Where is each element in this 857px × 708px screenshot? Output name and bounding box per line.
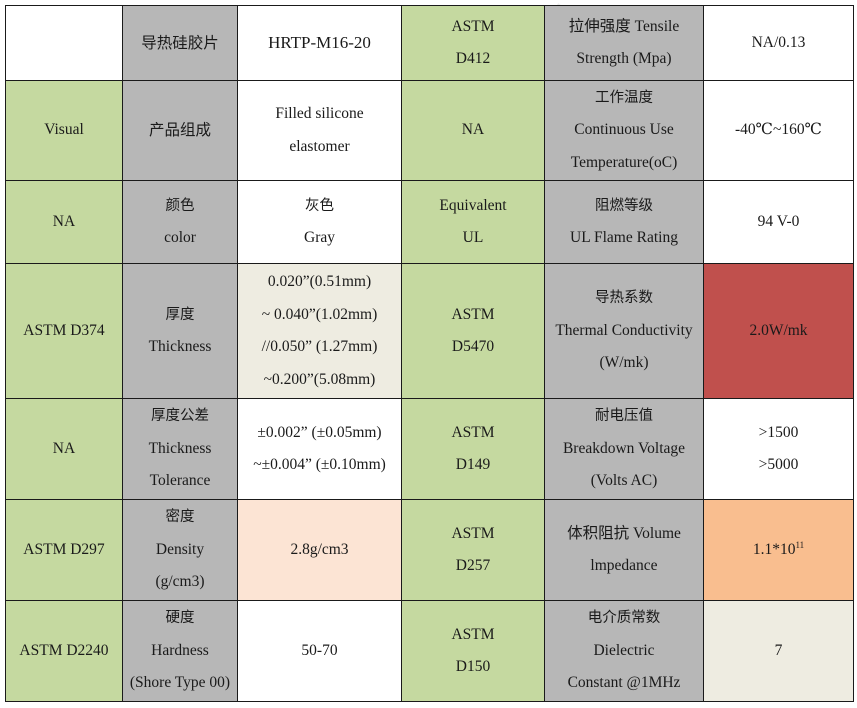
- cell-property: 颜色 color: [122, 180, 238, 264]
- cell-test-method: ASTM D257: [401, 499, 545, 601]
- cell-method: ASTM D2240: [5, 600, 123, 702]
- table-row: ASTM D374 厚度 Thickness 0.020”(0.51mm) ~ 0.…: [5, 263, 854, 399]
- cell-method: ASTM D297: [5, 499, 123, 601]
- cell-value: 7: [703, 600, 854, 702]
- cell-property: 硬度 Hardness (Shore Type 00): [122, 600, 238, 702]
- exponent: 11: [795, 539, 805, 550]
- cell-method: [5, 5, 123, 81]
- cell-property: 产品组成: [122, 80, 238, 181]
- cell-test-method: ASTM D412: [401, 5, 545, 81]
- cell-method: NA: [5, 398, 123, 500]
- cell-value: 1.1*1011: [703, 499, 854, 601]
- table-row: NA 厚度公差 Thickness Tolerance ±0.002” (±0.05…: [5, 398, 854, 500]
- cell-method: ASTM D374: [5, 263, 123, 399]
- cell-value: HRTP-M16-20: [237, 5, 402, 81]
- cell-property: 工作温度 Continuous Use Temperature(oC): [544, 80, 704, 181]
- cell-property: 厚度公差 Thickness Tolerance: [122, 398, 238, 500]
- cell-test-method: ASTM D5470: [401, 263, 545, 399]
- table-row: Visual 产品组成 Filled silicone elastomer NA …: [5, 80, 854, 181]
- cell-test-method: Equivalent UL: [401, 180, 545, 264]
- cell-property: 导热硅胶片: [122, 5, 238, 81]
- cell-value: 50-70: [237, 600, 402, 702]
- cell-test-method: NA: [401, 80, 545, 181]
- cell-property: 耐电压值 Breakdown Voltage (Volts AC): [544, 398, 704, 500]
- cell-property: 阻燃等级 UL Flame Rating: [544, 180, 704, 264]
- cell-value: 2.8g/cm3: [237, 499, 402, 601]
- cell-method: Visual: [5, 80, 123, 181]
- cell-value: 94 V-0: [703, 180, 854, 264]
- cell-value: 灰色 Gray: [237, 180, 402, 264]
- spec-table: 导热硅胶片 HRTP-M16-20 ASTM D412 拉伸强度 Tensile S…: [5, 5, 854, 702]
- table-row: ASTM D297 密度 Density (g/cm3) 2.8g/cm3 ASTM…: [5, 499, 854, 601]
- cell-value: 0.020”(0.51mm) ~ 0.040”(1.02mm)//0.050” (…: [237, 263, 402, 399]
- cell-value: 2.0W/mk: [703, 263, 854, 399]
- cell-property: 密度 Density (g/cm3): [122, 499, 238, 601]
- cell-method: NA: [5, 180, 123, 264]
- cell-property: 拉伸强度 Tensile Strength (Mpa): [544, 5, 704, 81]
- cell-property: 厚度 Thickness: [122, 263, 238, 399]
- cell-value: -40℃~160℃: [703, 80, 854, 181]
- table-row: NA 颜色 color 灰色 Gray Equivalent UL 阻燃等级 UL Fl…: [5, 180, 854, 264]
- cell-property: 导热系数 Thermal Conductivity (W/mk): [544, 263, 704, 399]
- cell-property: 体积阻抗 Volume lmpedance: [544, 499, 704, 601]
- table-row: 导热硅胶片 HRTP-M16-20 ASTM D412 拉伸强度 Tensile S…: [5, 5, 854, 81]
- cell-value: ±0.002” (±0.05mm) ~±0.004” (±0.10mm): [237, 398, 402, 500]
- cell-value: NA/0.13: [703, 5, 854, 81]
- cell-test-method: ASTM D150: [401, 600, 545, 702]
- cell-value: Filled silicone elastomer: [237, 80, 402, 181]
- cell-value: >1500 >5000: [703, 398, 854, 500]
- cell-test-method: ASTM D149: [401, 398, 545, 500]
- cell-property: 电介质常数 Dielectric Constant @1MHz: [544, 600, 704, 702]
- table-row: ASTM D2240 硬度 Hardness (Shore Type 00) 50-…: [5, 600, 854, 702]
